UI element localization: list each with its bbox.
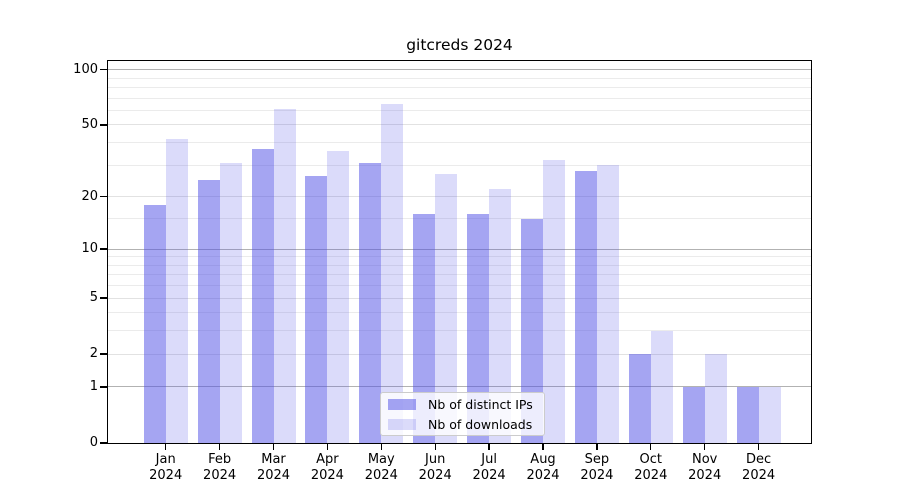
minor-gridline xyxy=(108,218,811,220)
x-tick-label: Feb 2024 xyxy=(203,452,237,483)
x-tick-label: Sep 2024 xyxy=(580,452,614,483)
y-tick xyxy=(100,386,107,388)
bar-distinct-ips-feb xyxy=(197,179,220,443)
minor-gridline xyxy=(108,87,811,89)
bar-distinct-ips-sep xyxy=(574,170,597,443)
minor-gridline xyxy=(108,312,811,314)
y-tick xyxy=(100,248,107,250)
minor-gridline xyxy=(108,330,811,332)
legend: Nb of distinct IPs Nb of downloads xyxy=(380,392,545,436)
x-tick-label: Jul 2024 xyxy=(472,452,506,483)
bar-distinct-ips-jun xyxy=(413,213,436,443)
minor-gridline xyxy=(108,256,811,258)
legend-swatch-distinct-ips xyxy=(388,398,416,410)
x-tick-label: Aug 2024 xyxy=(526,452,560,483)
y-tick-label: 1 xyxy=(89,378,98,394)
x-tick xyxy=(542,444,544,450)
minor-gridline xyxy=(108,142,811,144)
y-tick-label: 5 xyxy=(89,289,98,305)
y-tick-label: 0 xyxy=(89,434,98,450)
bar-distinct-ips-jan xyxy=(143,204,166,443)
decade-gridline xyxy=(108,248,811,250)
x-tick-label: Dec 2024 xyxy=(742,452,776,483)
decade-gridline xyxy=(108,69,811,71)
major-gridline xyxy=(108,124,811,126)
legend-label-distinct-ips: Nb of distinct IPs xyxy=(428,396,533,412)
bar-downloads-feb xyxy=(219,162,242,443)
x-tick-label: Jun 2024 xyxy=(418,452,452,483)
bar-downloads-jun xyxy=(435,173,458,443)
decade-gridline xyxy=(108,386,811,388)
bar-downloads-dec xyxy=(758,386,781,443)
x-tick xyxy=(380,444,382,450)
major-gridline xyxy=(108,196,811,198)
x-tick-label: Oct 2024 xyxy=(634,452,668,483)
y-tick xyxy=(100,196,107,198)
bar-downloads-nov xyxy=(704,354,727,443)
y-tick xyxy=(100,442,107,444)
y-tick-label: 50 xyxy=(81,116,98,132)
bar-distinct-ips-aug xyxy=(521,218,543,443)
x-tick xyxy=(704,444,706,450)
x-tick xyxy=(650,444,652,450)
bar-distinct-ips-dec xyxy=(736,386,759,443)
legend-item-downloads: Nb of downloads xyxy=(388,417,537,432)
y-tick xyxy=(100,68,107,71)
plot-area xyxy=(108,61,811,443)
x-tick xyxy=(272,444,275,450)
x-tick xyxy=(757,444,760,450)
legend-item-distinct-ips: Nb of distinct IPs xyxy=(388,397,537,412)
major-gridline xyxy=(108,297,811,299)
bar-downloads-aug xyxy=(543,160,565,443)
x-tick-label: Nov 2024 xyxy=(688,452,722,483)
minor-gridline xyxy=(108,77,811,79)
bar-distinct-ips-jul xyxy=(467,213,490,443)
y-tick-label: 10 xyxy=(81,240,98,256)
bar-distinct-ips-oct xyxy=(628,354,651,443)
x-tick-label: Mar 2024 xyxy=(256,452,291,483)
y-tick-label: 100 xyxy=(73,61,98,77)
x-tick xyxy=(165,444,167,450)
bar-downloads-jul xyxy=(489,189,512,443)
x-tick xyxy=(218,444,221,450)
legend-swatch-downloads xyxy=(388,418,416,430)
bar-downloads-mar xyxy=(273,109,296,443)
y-tick-label: 2 xyxy=(89,346,98,362)
minor-gridline xyxy=(108,97,811,99)
x-tick-label: Jan 2024 xyxy=(149,452,183,483)
bar-distinct-ips-apr xyxy=(305,176,328,443)
bar-downloads-jan xyxy=(165,138,188,443)
x-tick xyxy=(434,444,436,450)
minor-gridline xyxy=(108,274,811,276)
bar-downloads-apr xyxy=(327,150,350,443)
legend-label-downloads: Nb of downloads xyxy=(428,416,533,432)
minor-gridline xyxy=(108,285,811,287)
bar-downloads-may xyxy=(381,104,404,443)
bar-downloads-oct xyxy=(650,330,673,443)
bar-distinct-ips-mar xyxy=(251,148,274,443)
minor-gridline xyxy=(108,164,811,166)
bar-distinct-ips-may xyxy=(359,162,382,443)
x-tick-label: Apr 2024 xyxy=(310,452,344,483)
bar-distinct-ips-nov xyxy=(682,386,705,443)
minor-gridline xyxy=(108,264,811,266)
y-tick xyxy=(100,297,107,299)
minor-gridline xyxy=(108,109,811,111)
bar-downloads-sep xyxy=(596,165,619,443)
y-tick xyxy=(100,124,107,126)
x-tick xyxy=(326,444,329,450)
chart-title: gitcreds 2024 xyxy=(406,36,513,54)
x-tick-label: May 2024 xyxy=(364,452,398,483)
x-tick xyxy=(488,444,490,450)
major-gridline xyxy=(108,353,811,355)
y-tick xyxy=(100,353,107,355)
x-tick xyxy=(596,444,598,450)
y-tick-label: 20 xyxy=(81,188,98,204)
